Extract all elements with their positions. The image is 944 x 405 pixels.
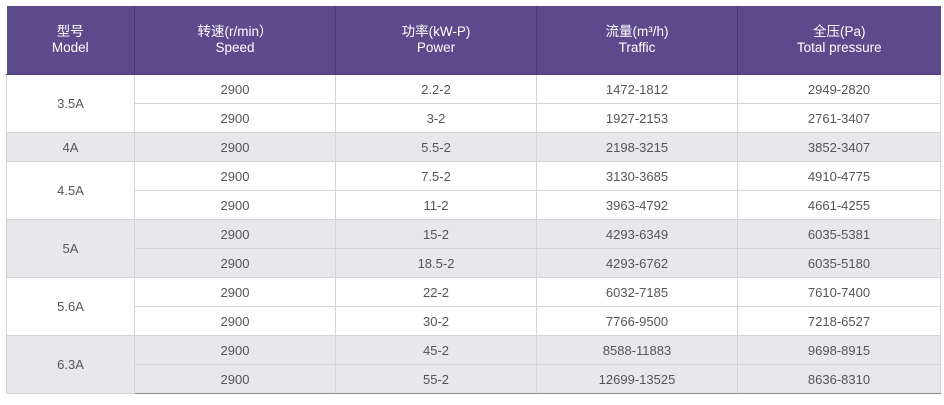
power-cell: 5.5-2 [335,132,537,162]
header-model-cn: 型号 [56,24,84,39]
header-traffic-en: Traffic [618,40,656,55]
traffic-cell: 1472-1812 [536,74,738,104]
total-pressure-cell: 7218-6527 [737,306,941,336]
header-traffic: 流量(m³/h) Traffic [536,6,738,75]
speed-cell: 2900 [134,219,336,249]
speed-cell: 2900 [134,306,336,336]
fan-spec-table: 型号 Model 转速(r/min） Speed 功率(kW-P) Power … [6,6,941,394]
power-cell: 7.5-2 [335,161,537,191]
power-cell: 45-2 [335,335,537,365]
table-row: 5.6A 2900 22-2 6032-7185 7610-7400 [6,277,941,336]
total-pressure-cell: 9698-8915 [737,335,941,365]
header-model-en: Model [51,40,89,55]
power-cell: 30-2 [335,306,537,336]
header-power: 功率(kW-P) Power [335,6,537,75]
power-cell: 55-2 [335,364,537,394]
table-row: 2900 55-2 12699-13525 8636-8310 [7,364,941,394]
total-pressure-cell: 7610-7400 [737,277,941,307]
header-power-cn: 功率(kW-P) [401,24,471,39]
traffic-cell: 12699-13525 [536,364,738,394]
power-cell: 2.2-2 [335,74,537,104]
total-pressure-cell: 2761-3407 [737,103,941,133]
speed-cell: 2900 [134,161,336,191]
traffic-cell: 7766-9500 [536,306,738,336]
power-cell: 22-2 [335,277,537,307]
model-cell: 5.6A [6,277,135,336]
model-cell: 4.5A [6,161,135,220]
header-traffic-cn: 流量(m³/h) [605,24,669,39]
header-row: 型号 Model 转速(r/min） Speed 功率(kW-P) Power … [6,6,941,75]
header-total-pressure: 全压(Pa) Total pressure [737,6,941,75]
table-row: 2900 3-2 1927-2153 2761-3407 [7,103,941,133]
header-total-cn: 全压(Pa) [812,24,866,39]
table-row: 2900 11-2 3963-4792 4661-4255 [7,190,941,220]
speed-cell: 2900 [134,132,336,162]
traffic-cell: 1927-2153 [536,103,738,133]
total-pressure-cell: 4910-4775 [737,161,941,191]
speed-cell: 2900 [134,364,336,394]
table-row: 6.3A 2900 45-2 8588-11883 9698-8915 [6,335,941,394]
speed-cell: 2900 [134,74,336,104]
total-pressure-cell: 6035-5180 [737,248,941,278]
traffic-cell: 8588-11883 [536,335,738,365]
total-pressure-cell: 4661-4255 [737,190,941,220]
table-row: 5A 2900 15-2 4293-6349 6035-5381 [6,219,941,278]
speed-cell: 2900 [134,190,336,220]
power-cell: 3-2 [335,103,537,133]
header-speed: 转速(r/min） Speed [134,6,336,75]
traffic-cell: 6032-7185 [536,277,738,307]
traffic-cell: 2198-3215 [536,132,738,162]
header-model: 型号 Model [6,6,135,75]
model-cell: 4A [6,132,135,162]
total-pressure-cell: 3852-3407 [737,132,941,162]
table-row: 2900 30-2 7766-9500 7218-6527 [7,306,941,336]
power-cell: 15-2 [335,219,537,249]
table-body: 3.5A 2900 2.2-2 1472-1812 2949-2820 2900… [6,74,941,394]
traffic-cell: 4293-6762 [536,248,738,278]
total-pressure-cell: 8636-8310 [737,364,941,394]
power-cell: 18.5-2 [335,248,537,278]
speed-cell: 2900 [134,248,336,278]
table-row: 3.5A 2900 2.2-2 1472-1812 2949-2820 [6,74,941,133]
header-total-en: Total pressure [796,40,882,55]
table-header: 型号 Model 转速(r/min） Speed 功率(kW-P) Power … [6,6,941,75]
model-cell: 3.5A [6,74,135,133]
speed-cell: 2900 [134,277,336,307]
table-row: 4A 2900 5.5-2 2198-3215 3852-3407 [6,132,941,162]
header-power-en: Power [416,40,456,55]
total-pressure-cell: 2949-2820 [737,74,941,104]
table-row: 2900 18.5-2 4293-6762 6035-5180 [7,248,941,278]
spec-table-container: 型号 Model 转速(r/min） Speed 功率(kW-P) Power … [6,6,941,394]
speed-cell: 2900 [134,335,336,365]
traffic-cell: 3130-3685 [536,161,738,191]
traffic-cell: 3963-4792 [536,190,738,220]
model-cell: 5A [6,219,135,278]
model-cell: 6.3A [6,335,135,394]
traffic-cell: 4293-6349 [536,219,738,249]
power-cell: 11-2 [335,190,537,220]
header-speed-cn: 转速(r/min） [197,24,273,39]
total-pressure-cell: 6035-5381 [737,219,941,249]
header-speed-en: Speed [215,40,255,55]
table-row: 4.5A 2900 7.5-2 3130-3685 4910-4775 [6,161,941,220]
speed-cell: 2900 [134,103,336,133]
